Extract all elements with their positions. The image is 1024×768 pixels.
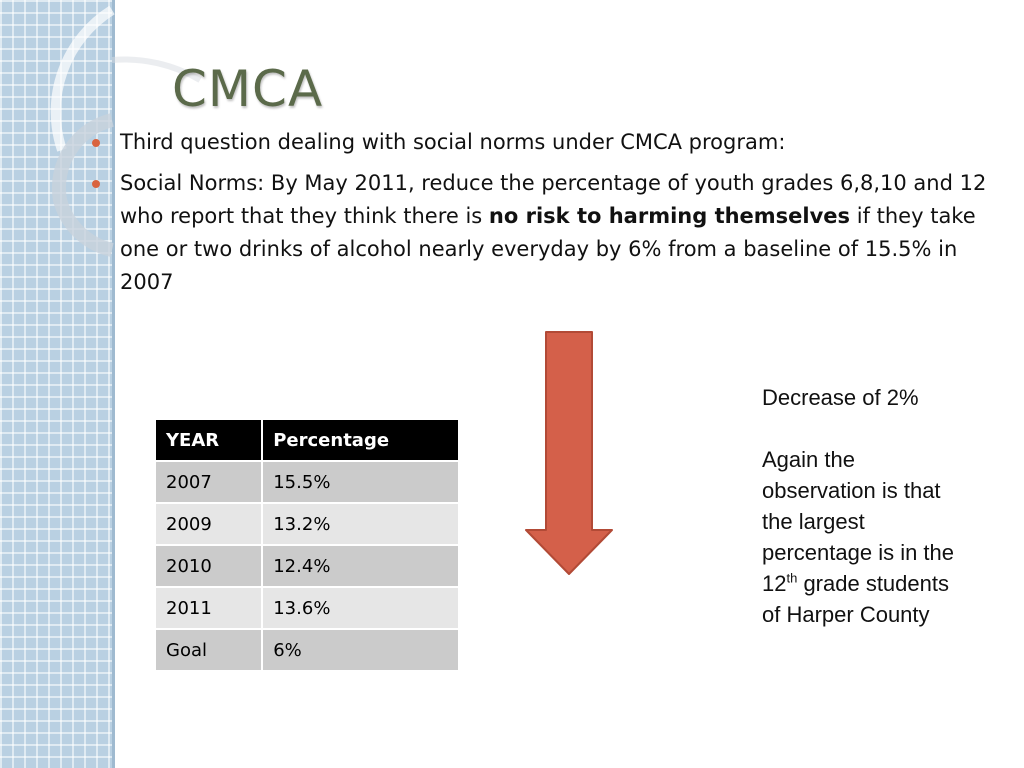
bullet-item: Social Norms: By May 2011, reduce the pe… bbox=[92, 167, 988, 299]
table-cell-year: 2009 bbox=[153, 502, 264, 546]
table-cell-year: 2007 bbox=[153, 460, 264, 504]
table-row: 2009 13.2% bbox=[153, 502, 460, 546]
note-heading: Decrease of 2% bbox=[762, 385, 919, 410]
bullet-icon bbox=[92, 180, 100, 188]
down-arrow-icon bbox=[525, 331, 613, 575]
note-body-before: Again the observation is that the larges… bbox=[762, 447, 955, 596]
table-header-percentage: Percentage bbox=[261, 418, 460, 462]
bullet-text-before: Social Norms: By May 2011, reduce the pe… bbox=[120, 171, 987, 228]
bullet-text-after: if they take one or two drinks of alcoho… bbox=[120, 204, 976, 294]
note-body-superscript: th bbox=[786, 570, 798, 586]
decorative-sidebar bbox=[0, 0, 115, 768]
table-row: 2011 13.6% bbox=[153, 586, 460, 630]
table-header-row: YEAR Percentage bbox=[153, 418, 460, 462]
table-cell-percentage: 15.5% bbox=[261, 460, 460, 504]
observation-note: Decrease of 2% Again the observation is … bbox=[762, 382, 962, 630]
table-cell-percentage: 13.2% bbox=[261, 502, 460, 546]
table-cell-percentage: 6% bbox=[261, 628, 460, 672]
note-body: Again the observation is that the larges… bbox=[762, 444, 962, 630]
table-cell-percentage: 12.4% bbox=[261, 544, 460, 588]
table-row: 2010 12.4% bbox=[153, 544, 460, 588]
bullet-text-bold: no risk to harming themselves bbox=[488, 204, 851, 228]
table-cell-year: Goal bbox=[153, 628, 264, 672]
bullet-list: Third question dealing with social norms… bbox=[92, 126, 988, 307]
note-spacer bbox=[762, 413, 962, 444]
bullet-text: Third question dealing with social norms… bbox=[120, 130, 786, 154]
table-cell-year: 2011 bbox=[153, 586, 264, 630]
bullet-icon bbox=[92, 139, 100, 147]
table-header-year: YEAR bbox=[153, 418, 264, 462]
note-body-after: grade students of Harper County bbox=[762, 571, 949, 627]
table-cell-percentage: 13.6% bbox=[261, 586, 460, 630]
table-row: Goal 6% bbox=[153, 628, 460, 672]
table-cell-year: 2010 bbox=[153, 544, 264, 588]
table-row: 2007 15.5% bbox=[153, 460, 460, 504]
bullet-item: Third question dealing with social norms… bbox=[92, 126, 988, 159]
data-table: YEAR Percentage 2007 15.5% 2009 13.2% 20… bbox=[153, 418, 460, 672]
page-title: CMCA bbox=[172, 60, 324, 118]
